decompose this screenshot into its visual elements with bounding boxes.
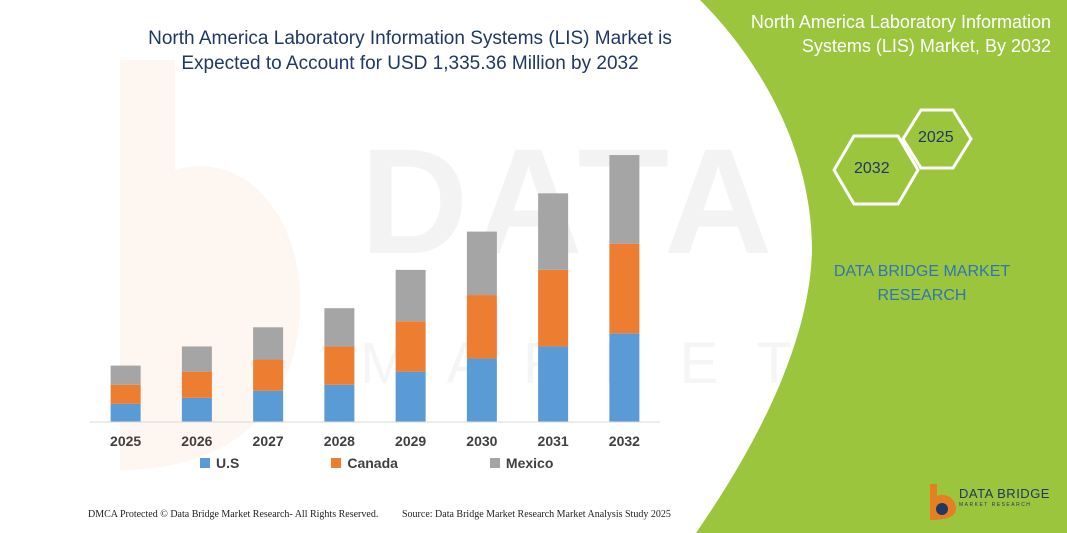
x-tick-label-2028: 2028: [324, 433, 355, 449]
legend-item-mexico: Mexico: [489, 455, 554, 471]
chart-title: North America Laboratory Information Sys…: [148, 28, 672, 74]
bar-mexico-2026: [181, 346, 212, 372]
bar-canada-2032: [609, 243, 640, 334]
hexagon-label-2032: 2032: [854, 160, 890, 177]
x-tick-label-2027: 2027: [253, 433, 284, 449]
hexagon-label-2025: 2025: [918, 129, 954, 146]
footer-source: Source: Data Bridge Market Research Mark…: [402, 509, 671, 520]
legend-item-canada: Canada: [331, 455, 398, 471]
bar-us-2032: [609, 333, 640, 422]
bar-us-2030: [466, 358, 497, 422]
x-tick-label-2030: 2030: [466, 433, 497, 449]
hexagon-back: [901, 108, 973, 170]
bar-mexico-2028: [324, 308, 355, 347]
bars-group: [110, 155, 640, 422]
x-tick-label-2032: 2032: [609, 433, 640, 449]
bar-canada-2031: [538, 269, 569, 347]
bar-canada-2028: [324, 346, 355, 385]
x-tick-label-2029: 2029: [395, 433, 426, 449]
bar-canada-2027: [253, 359, 284, 391]
panel-title: North America Laboratory Information Sys…: [750, 12, 1051, 56]
legend-label-mexico: Mexico: [505, 455, 554, 471]
bar-mexico-2027: [253, 327, 284, 360]
bar-us-2026: [181, 397, 212, 422]
legend-swatch-us: [200, 458, 210, 468]
side-panel: [696, 0, 1067, 533]
bar-canada-2025: [110, 384, 141, 404]
bar-mexico-2032: [609, 155, 640, 244]
bar-mexico-2031: [538, 193, 569, 270]
footer-copyright: DMCA Protected © Data Bridge Market Rese…: [88, 509, 379, 520]
bar-canada-2030: [466, 295, 497, 359]
logo-tagline: MARKET RESEARCH: [959, 502, 1032, 508]
x-tick-labels: 2025 2026 2027 2028 2029 2030 2031 2032: [110, 433, 640, 449]
logo-name: DATA BRIDGE: [959, 486, 1050, 501]
bar-us-2028: [324, 384, 355, 422]
hexagon-front: [832, 134, 920, 206]
bar-mexico-2029: [395, 269, 426, 322]
panel-brand: DATA BRIDGE MARKET RESEARCH: [833, 263, 1011, 304]
legend-label-canada: Canada: [347, 455, 398, 471]
x-tick-label-2026: 2026: [181, 433, 212, 449]
bar-canada-2026: [181, 371, 212, 398]
bar-us-2031: [538, 346, 569, 422]
legend-label-us: U.S: [216, 455, 240, 471]
legend-swatch-mexico: [489, 458, 500, 468]
x-tick-label-2025: 2025: [110, 433, 141, 449]
bar-mexico-2025: [110, 365, 141, 385]
bar-us-2025: [110, 403, 141, 422]
chart-legend: U.S Canada Mexico: [200, 455, 645, 471]
x-tick-label-2031: 2031: [538, 433, 569, 449]
legend-item-us: U.S: [200, 455, 239, 471]
bar-canada-2029: [395, 321, 426, 372]
bar-mexico-2030: [466, 231, 497, 296]
bar-us-2029: [395, 371, 426, 422]
logo-mark-dot: [936, 503, 948, 515]
bar-us-2027: [253, 390, 284, 422]
legend-swatch-canada: [331, 458, 342, 468]
